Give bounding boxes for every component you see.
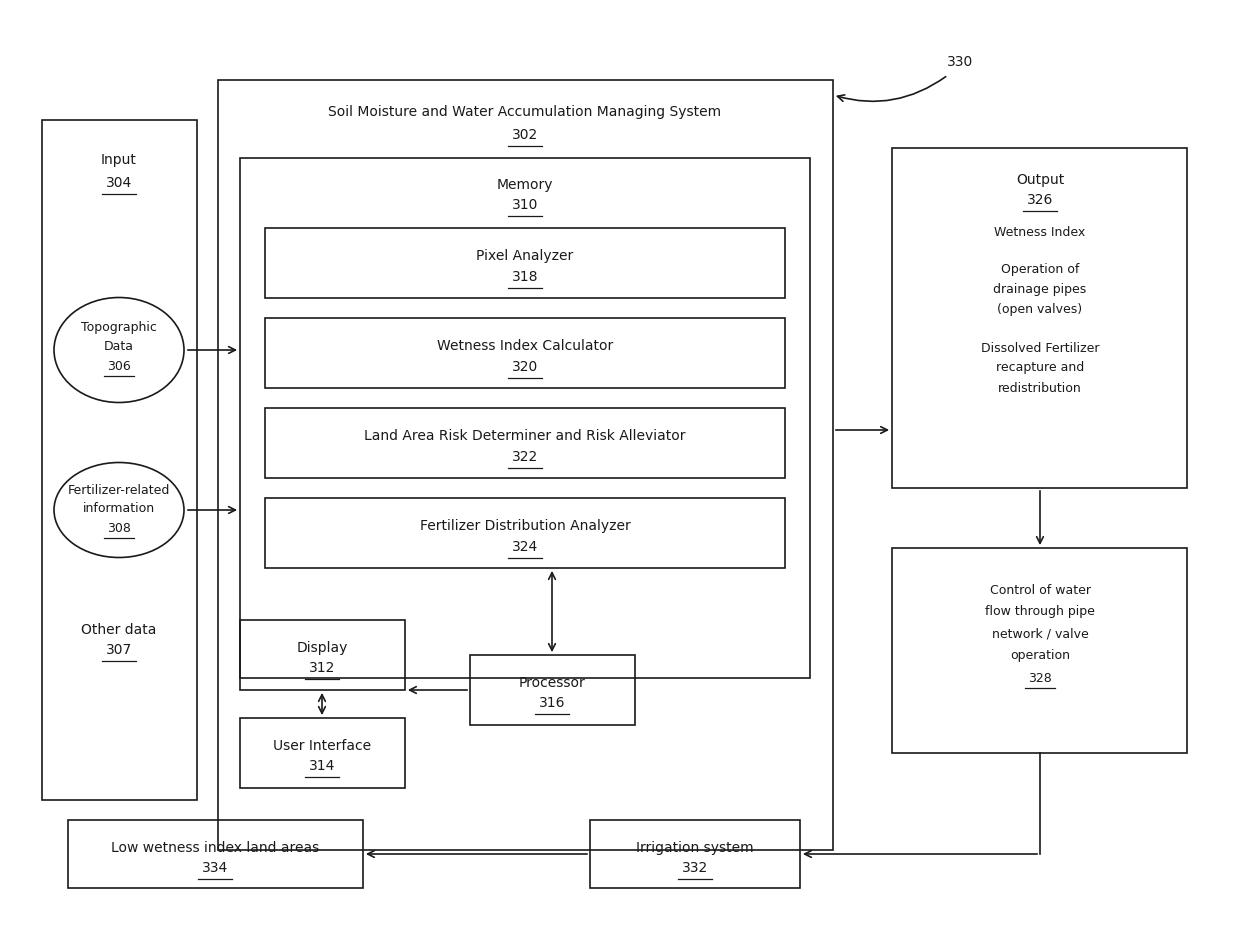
Text: 302: 302 (512, 128, 538, 142)
Bar (42, 120, 197, 800)
Text: 326: 326 (1027, 193, 1053, 207)
Text: (open valves): (open valves) (997, 304, 1083, 317)
Text: operation: operation (1011, 650, 1070, 663)
Text: 332: 332 (682, 861, 708, 875)
Text: Other data: Other data (82, 623, 156, 637)
Text: 308: 308 (107, 522, 131, 534)
Text: network / valve: network / valve (992, 627, 1089, 640)
Text: drainage pipes: drainage pipes (993, 283, 1086, 296)
Text: Fertilizer-related: Fertilizer-related (68, 484, 170, 497)
Text: Low wetness index land areas: Low wetness index land areas (110, 841, 319, 855)
Bar (590, 820, 800, 888)
Bar (265, 498, 785, 568)
Text: 314: 314 (309, 759, 335, 773)
Text: User Interface: User Interface (273, 739, 371, 753)
Bar (241, 158, 810, 678)
Bar (241, 718, 405, 788)
Text: 312: 312 (309, 661, 335, 675)
Text: Processor: Processor (518, 676, 585, 690)
Text: Control of water: Control of water (990, 583, 1090, 596)
Text: Dissolved Fertilizer: Dissolved Fertilizer (981, 341, 1099, 354)
Bar (470, 655, 635, 725)
Text: Data: Data (104, 339, 134, 352)
Bar (892, 548, 1187, 753)
Bar (892, 148, 1187, 488)
Bar (265, 318, 785, 388)
Text: 307: 307 (105, 643, 133, 657)
Text: 334: 334 (202, 861, 228, 875)
Text: Topographic: Topographic (81, 322, 157, 335)
Bar (218, 80, 833, 850)
Text: 304: 304 (105, 176, 133, 190)
Bar (68, 820, 363, 888)
Text: Pixel Analyzer: Pixel Analyzer (476, 249, 574, 263)
Bar (265, 408, 785, 478)
Text: information: information (83, 501, 155, 514)
Text: Operation of: Operation of (1001, 264, 1079, 277)
Text: Wetness Index: Wetness Index (994, 226, 1086, 239)
Text: 330: 330 (947, 55, 973, 69)
Text: Fertilizer Distribution Analyzer: Fertilizer Distribution Analyzer (419, 519, 630, 533)
Text: Land Area Risk Determiner and Risk Alleviator: Land Area Risk Determiner and Risk Allev… (365, 429, 686, 443)
Text: Wetness Index Calculator: Wetness Index Calculator (436, 339, 613, 353)
Text: recapture and: recapture and (996, 362, 1084, 375)
Text: Output: Output (1016, 173, 1064, 187)
Text: Irrigation system: Irrigation system (636, 841, 754, 855)
Text: flow through pipe: flow through pipe (985, 606, 1095, 619)
Bar (241, 620, 405, 690)
Text: Memory: Memory (497, 178, 553, 192)
Text: 322: 322 (512, 450, 538, 464)
Text: 310: 310 (512, 198, 538, 212)
Text: redistribution: redistribution (998, 381, 1081, 394)
Text: 316: 316 (538, 696, 565, 710)
Text: 324: 324 (512, 540, 538, 554)
Text: 306: 306 (107, 360, 131, 373)
Text: 318: 318 (512, 270, 538, 284)
Text: Input: Input (102, 153, 136, 167)
Text: 320: 320 (512, 360, 538, 374)
Bar (265, 228, 785, 298)
Text: Display: Display (296, 641, 347, 655)
Text: Soil Moisture and Water Accumulation Managing System: Soil Moisture and Water Accumulation Man… (329, 105, 722, 119)
Text: 328: 328 (1028, 671, 1052, 684)
